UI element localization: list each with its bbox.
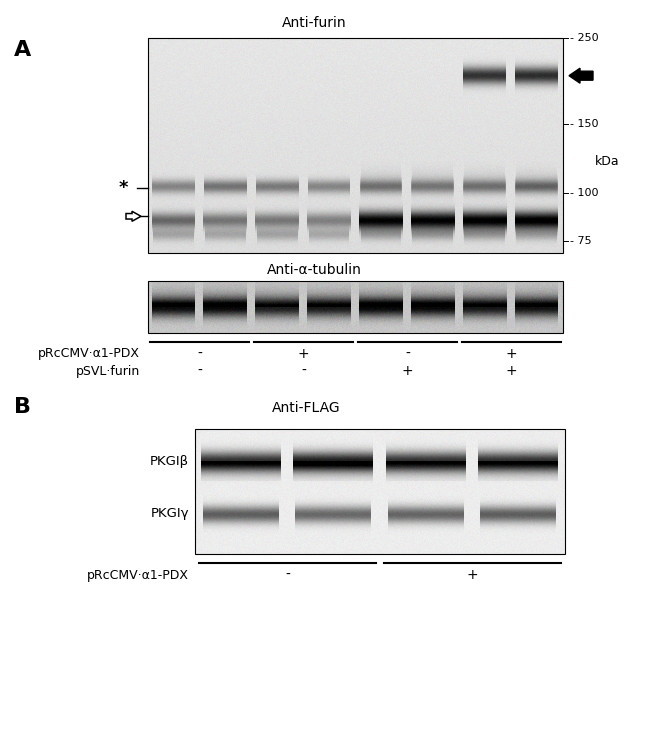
Text: -: - <box>198 364 202 378</box>
Text: -: - <box>285 568 290 582</box>
Bar <box>148 38 563 253</box>
Text: B: B <box>14 397 31 417</box>
Text: pRcCMV·α1-PDX: pRcCMV·α1-PDX <box>38 347 140 361</box>
Text: *: * <box>118 179 128 196</box>
Bar <box>148 281 563 333</box>
Text: A: A <box>14 40 31 60</box>
Text: - 75: - 75 <box>570 236 592 246</box>
Text: kDa: kDa <box>595 155 619 169</box>
Text: +: + <box>505 347 517 361</box>
Text: pRcCMV·α1-PDX: pRcCMV·α1-PDX <box>87 569 189 581</box>
Text: PKGIγ: PKGIγ <box>150 507 189 520</box>
FancyArrow shape <box>126 211 141 221</box>
Text: +: + <box>467 568 478 582</box>
Text: - 100: - 100 <box>570 188 599 198</box>
Text: - 150: - 150 <box>570 119 599 129</box>
FancyArrow shape <box>569 68 593 83</box>
Text: +: + <box>298 347 309 361</box>
Text: -: - <box>405 347 410 361</box>
Text: - 250: - 250 <box>570 33 599 43</box>
Text: -: - <box>198 347 202 361</box>
Text: Anti-furin: Anti-furin <box>281 16 346 30</box>
Text: PKGIβ: PKGIβ <box>150 455 189 468</box>
Text: Anti-FLAG: Anti-FLAG <box>272 401 341 415</box>
Text: pSVL·furin: pSVL·furin <box>76 364 140 377</box>
Bar <box>195 429 565 554</box>
Text: -: - <box>301 364 306 378</box>
Text: +: + <box>505 364 517 378</box>
Text: Anti-α-tubulin: Anti-α-tubulin <box>266 263 361 277</box>
Text: +: + <box>402 364 413 378</box>
